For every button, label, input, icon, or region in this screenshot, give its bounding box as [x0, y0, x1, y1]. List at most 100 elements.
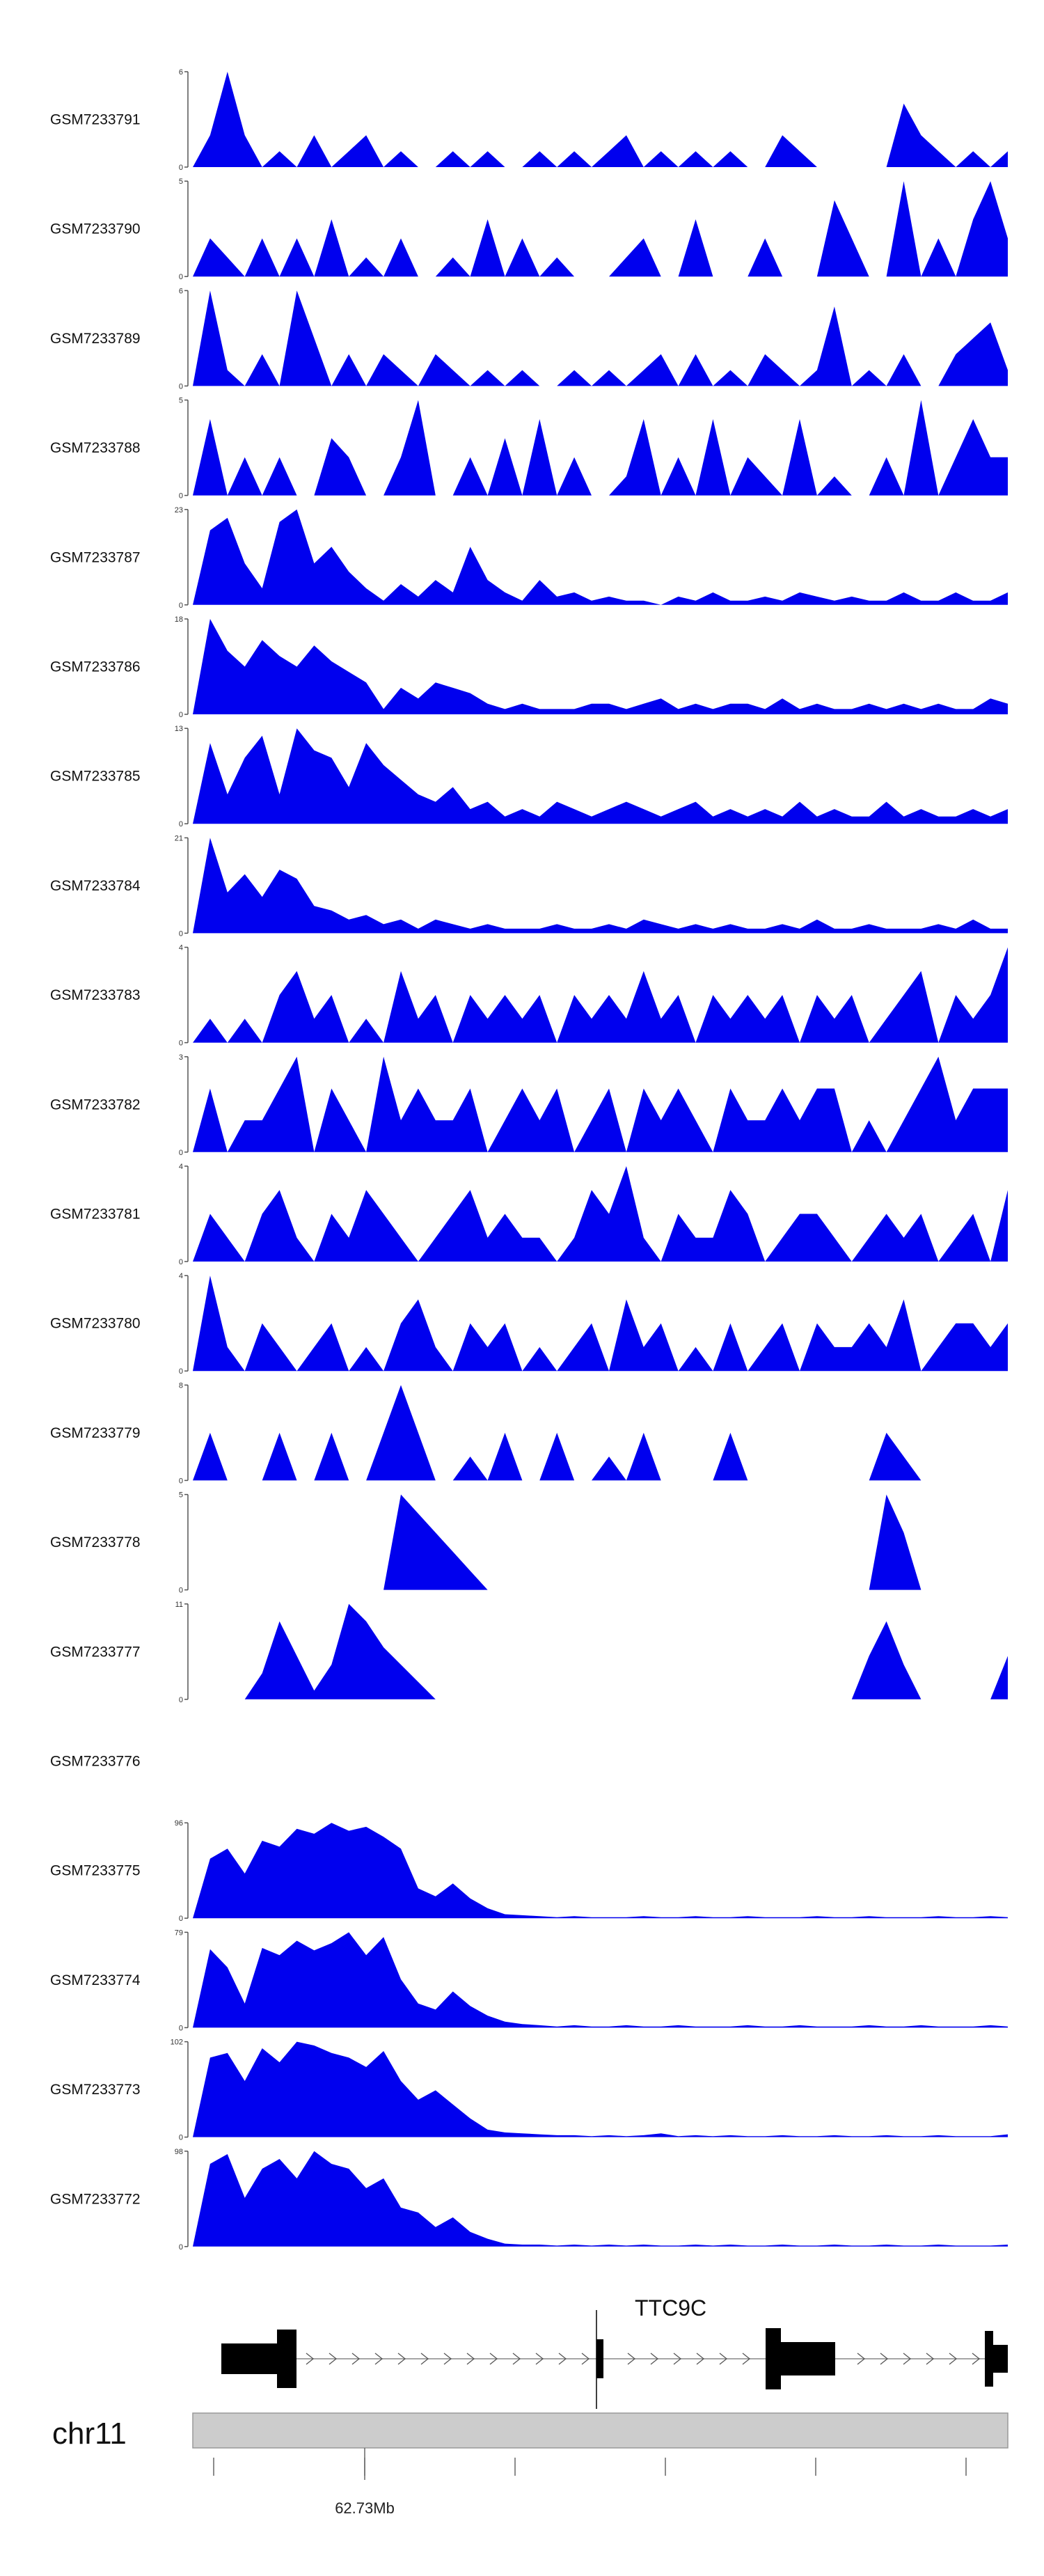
- strand-arrow: [903, 2353, 912, 2365]
- y-tick-label-max: 4: [179, 944, 183, 952]
- y-tick-label-min: 0: [179, 1149, 183, 1157]
- strand-arrow: [719, 2353, 728, 2365]
- coverage-area: [193, 1056, 1008, 1152]
- strand-arrow: [627, 2353, 636, 2365]
- y-tick-label-max: 5: [179, 397, 183, 405]
- y-tick-label-min: 0: [179, 164, 183, 172]
- coverage-area: [193, 290, 1008, 386]
- track-label: GSM7233772: [50, 2191, 141, 2207]
- exon-utr: [993, 2345, 1008, 2373]
- y-tick-label-min: 0: [179, 2024, 183, 2032]
- track-label: GSM7233774: [50, 1972, 141, 1988]
- coverage-area: [193, 1823, 1008, 1919]
- y-tick-label-max: 13: [175, 725, 183, 733]
- y-tick-label-min: 0: [179, 1477, 183, 1485]
- strand-arrow: [535, 2353, 544, 2365]
- y-tick-label-min: 0: [179, 820, 183, 828]
- strand-arrow: [443, 2353, 452, 2365]
- track-label: GSM7233783: [50, 987, 141, 1003]
- track-label: GSM7233776: [50, 1754, 141, 1770]
- coverage-area: [193, 728, 1008, 824]
- track-label: GSM7233786: [50, 659, 141, 675]
- coverage-area: [193, 1603, 1008, 1699]
- coverage-area: [193, 509, 1008, 605]
- y-tick-label-min: 0: [179, 929, 183, 938]
- track-label: GSM7233782: [50, 1097, 141, 1113]
- y-tick-label-min: 0: [179, 1258, 183, 1266]
- strand-arrow: [742, 2353, 751, 2365]
- coverage-area: [193, 1166, 1008, 1262]
- y-tick-label-min: 0: [179, 1915, 183, 1923]
- exon-coding: [766, 2328, 781, 2389]
- coverage-area: [193, 400, 1008, 496]
- y-tick-label-max: 8: [179, 1381, 183, 1390]
- y-tick-label-max: 11: [175, 1601, 183, 1609]
- coverage-area: [193, 1494, 1008, 1590]
- y-tick-label-min: 0: [179, 1587, 183, 1595]
- strand-arrow: [857, 2353, 866, 2365]
- y-tick-label-max: 96: [175, 1819, 183, 1828]
- y-tick-label-max: 98: [175, 2148, 183, 2156]
- coverage-area: [193, 2151, 1008, 2247]
- track-label: GSM7233784: [50, 878, 141, 894]
- y-tick-label-min: 0: [179, 2243, 183, 2252]
- y-tick-label-max: 18: [175, 615, 183, 624]
- y-tick-label-min: 0: [179, 1039, 183, 1048]
- coverage-area: [193, 1385, 1008, 1481]
- y-tick-label-max: 21: [175, 834, 183, 842]
- strand-arrow: [650, 2353, 659, 2365]
- exon-utr: [781, 2342, 835, 2375]
- coverage-area: [193, 181, 1008, 277]
- track-label: GSM7233779: [50, 1425, 141, 1441]
- strand-arrow: [397, 2353, 406, 2365]
- y-tick-label-min: 0: [179, 1696, 183, 1704]
- coverage-area: [193, 2041, 1008, 2137]
- y-tick-label-min: 0: [179, 492, 183, 501]
- y-tick-label-max: 6: [179, 287, 183, 295]
- exon-utr: [221, 2343, 277, 2374]
- strand-arrow: [696, 2353, 705, 2365]
- strand-arrow: [558, 2353, 567, 2365]
- track-label: GSM7233773: [50, 2082, 141, 2098]
- strand-arrow: [581, 2353, 590, 2365]
- track-label: GSM7233787: [50, 549, 141, 565]
- track-label: GSM7233788: [50, 440, 141, 456]
- chromosome-label: chr11: [52, 2417, 127, 2451]
- y-tick-label-max: 3: [179, 1053, 183, 1062]
- y-tick-label-max: 23: [175, 506, 183, 515]
- y-tick-label-min: 0: [179, 602, 183, 610]
- strand-arrow: [420, 2353, 429, 2365]
- track-label: GSM7233777: [50, 1644, 141, 1660]
- strand-arrow: [512, 2353, 521, 2365]
- coverage-area: [193, 947, 1008, 1043]
- strand-arrow: [949, 2353, 958, 2365]
- y-tick-label-min: 0: [179, 273, 183, 281]
- coverage-area: [193, 1932, 1008, 2028]
- track-label: GSM7233778: [50, 1534, 141, 1550]
- y-tick-label-min: 0: [179, 382, 183, 391]
- track-label: GSM7233775: [50, 1863, 141, 1879]
- y-tick-label-max: 4: [179, 1163, 183, 1171]
- y-tick-label-max: 4: [179, 1272, 183, 1280]
- exon-coding: [596, 2339, 603, 2378]
- track-label: GSM7233785: [50, 769, 141, 785]
- y-tick-label-min: 0: [179, 2134, 183, 2142]
- coverage-area: [193, 1275, 1008, 1372]
- y-tick-label-min: 0: [179, 711, 183, 719]
- track-label: GSM7233791: [50, 112, 141, 128]
- y-tick-label-max: 6: [179, 68, 183, 77]
- track-label: GSM7233781: [50, 1207, 141, 1223]
- strand-arrow: [880, 2353, 889, 2365]
- strand-arrow: [351, 2353, 361, 2365]
- chromosome-band: [192, 2412, 1009, 2449]
- coverage-area: [193, 72, 1008, 167]
- strand-arrow: [306, 2353, 315, 2365]
- strand-arrow: [489, 2353, 498, 2365]
- y-tick-label-max: 79: [175, 1929, 183, 1937]
- coverage-area: [193, 619, 1008, 714]
- track-label: GSM7233789: [50, 331, 141, 347]
- genome-position-label: 62.73Mb: [335, 2499, 395, 2517]
- strand-arrow: [972, 2353, 981, 2365]
